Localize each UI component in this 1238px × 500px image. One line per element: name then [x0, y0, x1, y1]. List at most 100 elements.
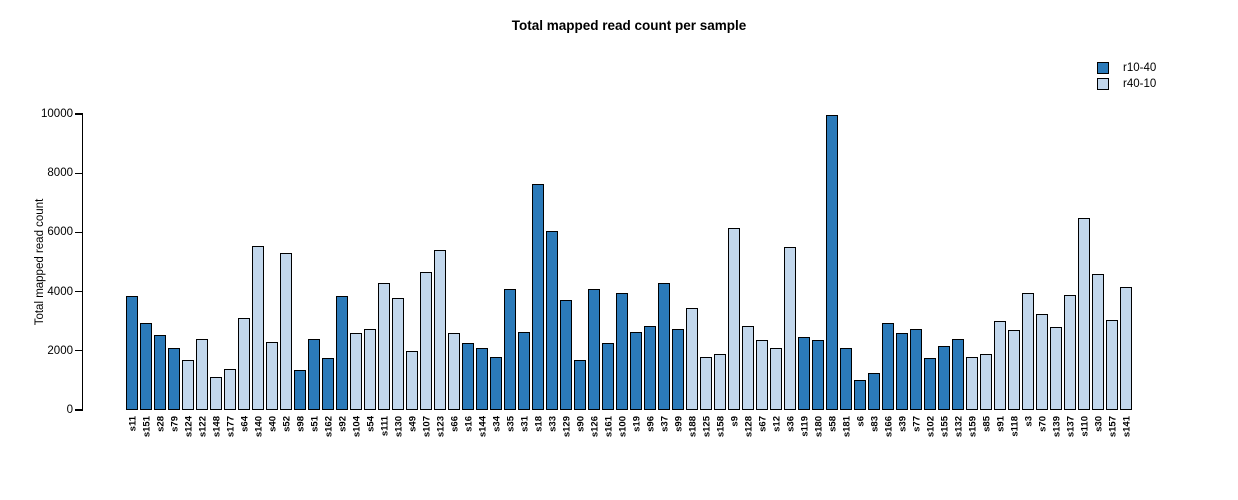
x-tick-cell: s181 — [839, 414, 853, 476]
bar-s12 — [770, 348, 782, 410]
x-tick-label: s92 — [337, 416, 349, 432]
bar-s157 — [1106, 320, 1118, 410]
x-tick-cell: s12 — [769, 414, 783, 476]
x-tick-cell: s91 — [993, 414, 1007, 476]
x-tick-label: s11 — [127, 416, 139, 432]
x-tick-label: s125 — [701, 416, 713, 438]
x-tick-label: s39 — [897, 416, 909, 432]
x-tick-label: s35 — [505, 416, 517, 432]
x-tick-cell: s141 — [1119, 414, 1133, 476]
x-tick-label: s132 — [953, 416, 965, 438]
x-tick-label: s16 — [463, 416, 475, 432]
x-tick-cell: s161 — [601, 414, 615, 476]
bar-s70 — [1036, 314, 1048, 410]
bar-s124 — [182, 360, 194, 410]
x-tick-cell: s124 — [181, 414, 195, 476]
x-tick-cell: s35 — [503, 414, 517, 476]
bar-s137 — [1064, 295, 1076, 410]
x-tick-label: s3 — [1023, 416, 1035, 427]
bar-s9 — [728, 228, 740, 410]
bar-s67 — [756, 340, 768, 410]
x-tick-label: s6 — [855, 416, 867, 427]
x-tick-cell: s30 — [1091, 414, 1105, 476]
bar-s39 — [896, 333, 908, 410]
y-axis-title: Total mapped read count — [34, 198, 46, 326]
x-tick-cell: s148 — [209, 414, 223, 476]
x-tick-cell: s180 — [811, 414, 825, 476]
x-tick-label: s180 — [813, 416, 825, 438]
x-tick-cell: s166 — [881, 414, 895, 476]
x-tick-label: s28 — [155, 416, 167, 432]
x-tick-cell: s188 — [685, 414, 699, 476]
x-tick-label: s126 — [589, 416, 601, 438]
bar-s31 — [518, 332, 530, 410]
x-tick-cell: s132 — [951, 414, 965, 476]
x-tick-cell: s58 — [825, 414, 839, 476]
bar-s58 — [826, 115, 838, 410]
x-tick-cell: s110 — [1077, 414, 1091, 476]
x-tick-label: s128 — [743, 416, 755, 438]
bar-s132 — [952, 339, 964, 410]
x-tick-label: s122 — [197, 416, 209, 438]
x-tick-label: s141 — [1121, 416, 1133, 438]
x-tick-label: s137 — [1065, 416, 1077, 438]
x-tick-label: s36 — [785, 416, 797, 432]
bar-s99 — [672, 329, 684, 410]
x-tick-label: s118 — [1009, 416, 1021, 437]
x-tick-cell: s3 — [1021, 414, 1035, 476]
y-tick-label: 2000 — [47, 344, 73, 357]
x-tick-label: s52 — [281, 416, 293, 432]
x-tick-cell: s162 — [321, 414, 335, 476]
bar-s54 — [364, 329, 376, 410]
bar-s126 — [588, 289, 600, 410]
x-tick-label: s110 — [1079, 416, 1091, 437]
x-tick-cell: s119 — [797, 414, 811, 476]
bar-s181 — [840, 348, 852, 410]
x-tick-cell: s139 — [1049, 414, 1063, 476]
x-tick-cell: s99 — [671, 414, 685, 476]
x-tick-cell: s6 — [853, 414, 867, 476]
x-tick-cell: s107 — [419, 414, 433, 476]
bar-s18 — [532, 184, 544, 410]
x-tick-label: s166 — [883, 416, 895, 438]
bar-s34 — [490, 357, 502, 410]
x-tick-cell: s16 — [461, 414, 475, 476]
bar-s11 — [126, 296, 138, 410]
bar-s40 — [266, 342, 278, 410]
bar-s155 — [938, 346, 950, 410]
x-tick-label: s51 — [309, 416, 321, 432]
x-tick-cell: s52 — [279, 414, 293, 476]
bar-s122 — [196, 339, 208, 410]
x-tick-cell: s90 — [573, 414, 587, 476]
x-tick-cell: s158 — [713, 414, 727, 476]
x-tick-label: s40 — [267, 416, 279, 432]
y-tick-label: 8000 — [47, 167, 73, 180]
bar-s3 — [1022, 293, 1034, 410]
x-tick-label: s130 — [393, 416, 405, 438]
bar-s91 — [994, 321, 1006, 410]
x-tick-cell: s92 — [335, 414, 349, 476]
x-tick-cell: s67 — [755, 414, 769, 476]
x-tick-label: s129 — [561, 416, 573, 438]
x-tick-label: s66 — [449, 416, 461, 432]
x-tick-label: s177 — [225, 416, 237, 438]
x-tick-label: s162 — [323, 416, 335, 438]
x-tick-cell: s70 — [1035, 414, 1049, 476]
y-tick-label: 0 — [66, 404, 73, 416]
legend-label: r40-10 — [1123, 78, 1157, 90]
bar-s90 — [574, 360, 586, 410]
x-tick-cell: s11 — [125, 414, 139, 476]
bar-s140 — [252, 246, 264, 410]
x-tick-cell: s66 — [447, 414, 461, 476]
legend-swatch-r10-40 — [1097, 62, 1109, 74]
legend-item-r40-10: r40-10 — [1097, 78, 1156, 90]
x-tick-cell: s159 — [965, 414, 979, 476]
legend-label: r10-40 — [1123, 62, 1157, 74]
bar-s6 — [854, 380, 866, 410]
bar-s161 — [602, 343, 614, 410]
x-tick-cell: s18 — [531, 414, 545, 476]
x-tick-cell: s39 — [895, 414, 909, 476]
x-tick-label: s58 — [827, 416, 839, 432]
bar-s162 — [322, 358, 334, 410]
